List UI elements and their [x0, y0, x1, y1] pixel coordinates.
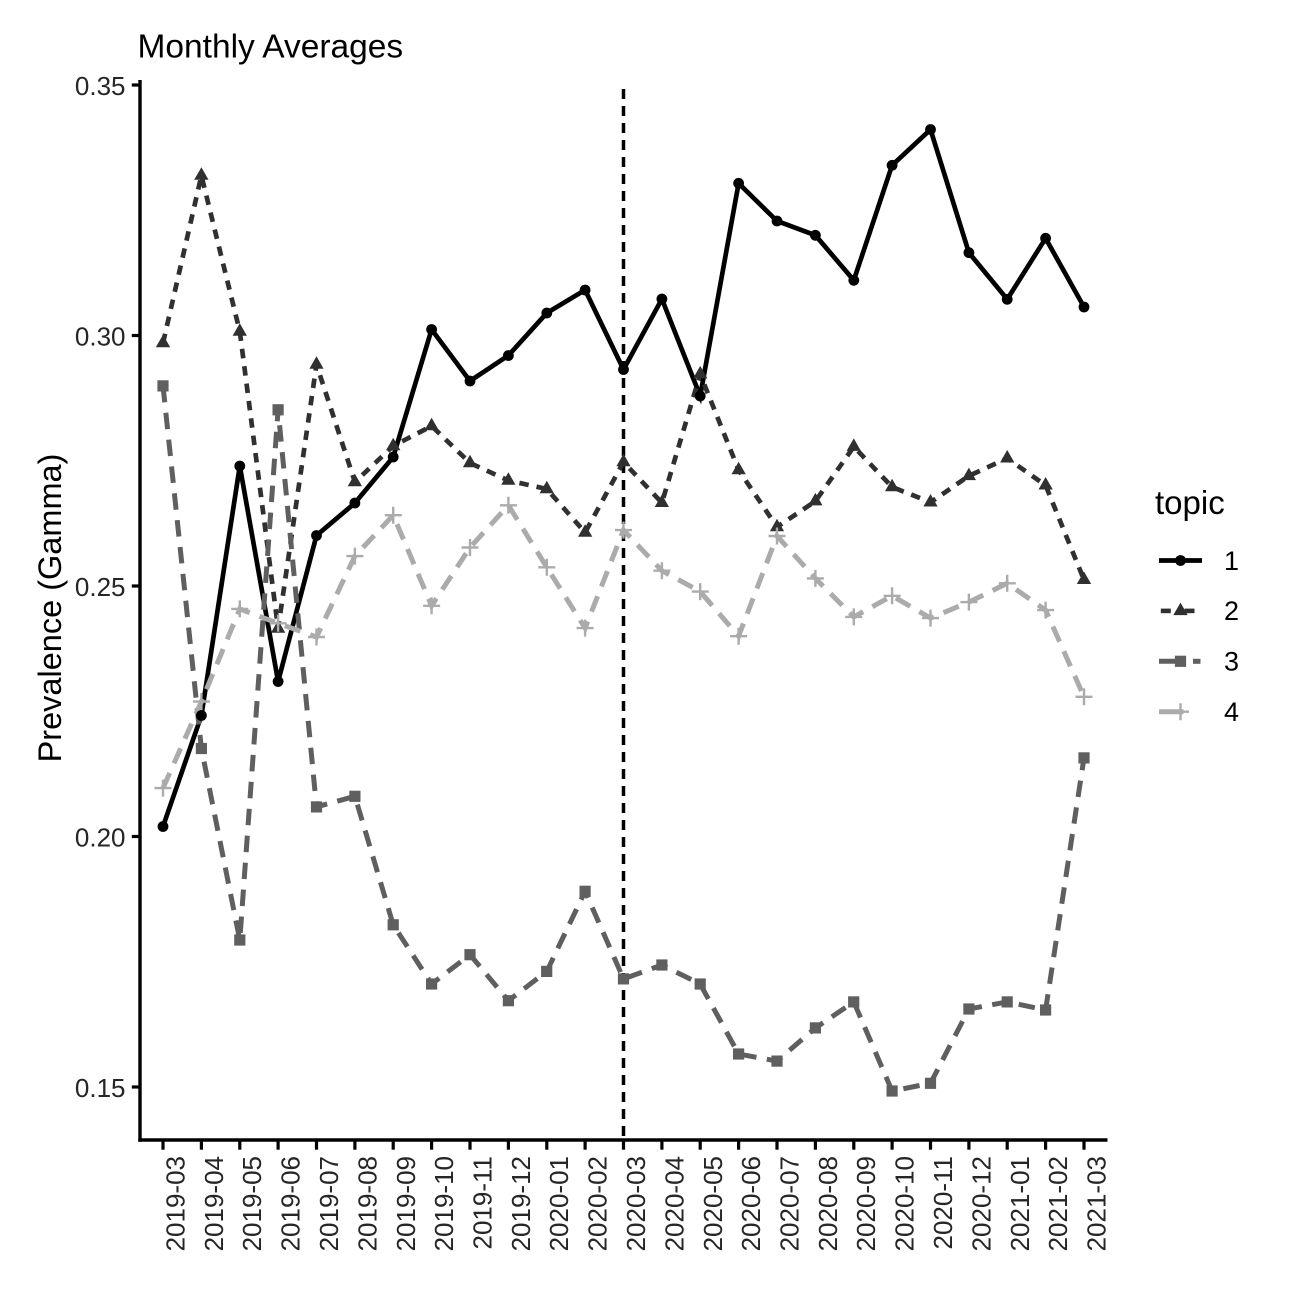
svg-text:2019-03: 2019-03 [161, 1156, 191, 1251]
svg-text:0.25: 0.25 [75, 572, 126, 602]
svg-text:2020-04: 2020-04 [659, 1156, 689, 1251]
svg-text:2019-06: 2019-06 [276, 1156, 306, 1251]
svg-text:2021-01: 2021-01 [1005, 1156, 1035, 1251]
svg-text:2019-12: 2019-12 [506, 1156, 536, 1251]
svg-text:topic: topic [1155, 484, 1225, 521]
svg-text:2020-03: 2020-03 [621, 1156, 651, 1251]
svg-text:2: 2 [1224, 596, 1239, 626]
svg-text:Prevalence (Gamma): Prevalence (Gamma) [32, 454, 68, 763]
svg-text:2021-02: 2021-02 [1043, 1156, 1073, 1251]
svg-text:2020-08: 2020-08 [813, 1156, 843, 1251]
svg-text:0.30: 0.30 [75, 322, 126, 352]
svg-text:2020-07: 2020-07 [775, 1156, 805, 1251]
svg-text:2019-10: 2019-10 [429, 1156, 459, 1251]
svg-text:2019-05: 2019-05 [237, 1156, 267, 1251]
svg-text:2019-11: 2019-11 [468, 1156, 498, 1250]
svg-text:3: 3 [1224, 647, 1239, 677]
svg-text:2021-03: 2021-03 [1082, 1156, 1112, 1251]
svg-text:2019-09: 2019-09 [391, 1156, 421, 1251]
svg-text:2020-01: 2020-01 [544, 1156, 574, 1251]
svg-text:2020-12: 2020-12 [966, 1156, 996, 1251]
svg-text:Monthly Averages: Monthly Averages [138, 29, 404, 66]
svg-text:0.15: 0.15 [75, 1073, 126, 1103]
svg-text:2019-04: 2019-04 [199, 1156, 229, 1251]
svg-text:2020-05: 2020-05 [698, 1156, 728, 1251]
svg-text:2020-09: 2020-09 [851, 1156, 881, 1251]
svg-text:2020-11: 2020-11 [928, 1156, 958, 1250]
svg-text:2019-07: 2019-07 [314, 1156, 344, 1251]
svg-text:1: 1 [1224, 546, 1239, 576]
svg-text:0.20: 0.20 [75, 823, 126, 853]
svg-text:0.35: 0.35 [75, 71, 126, 101]
svg-text:2019-08: 2019-08 [352, 1156, 382, 1251]
svg-text:4: 4 [1224, 697, 1239, 727]
svg-text:2020-06: 2020-06 [736, 1156, 766, 1251]
svg-text:2020-02: 2020-02 [583, 1156, 613, 1251]
svg-text:2020-10: 2020-10 [890, 1156, 920, 1251]
